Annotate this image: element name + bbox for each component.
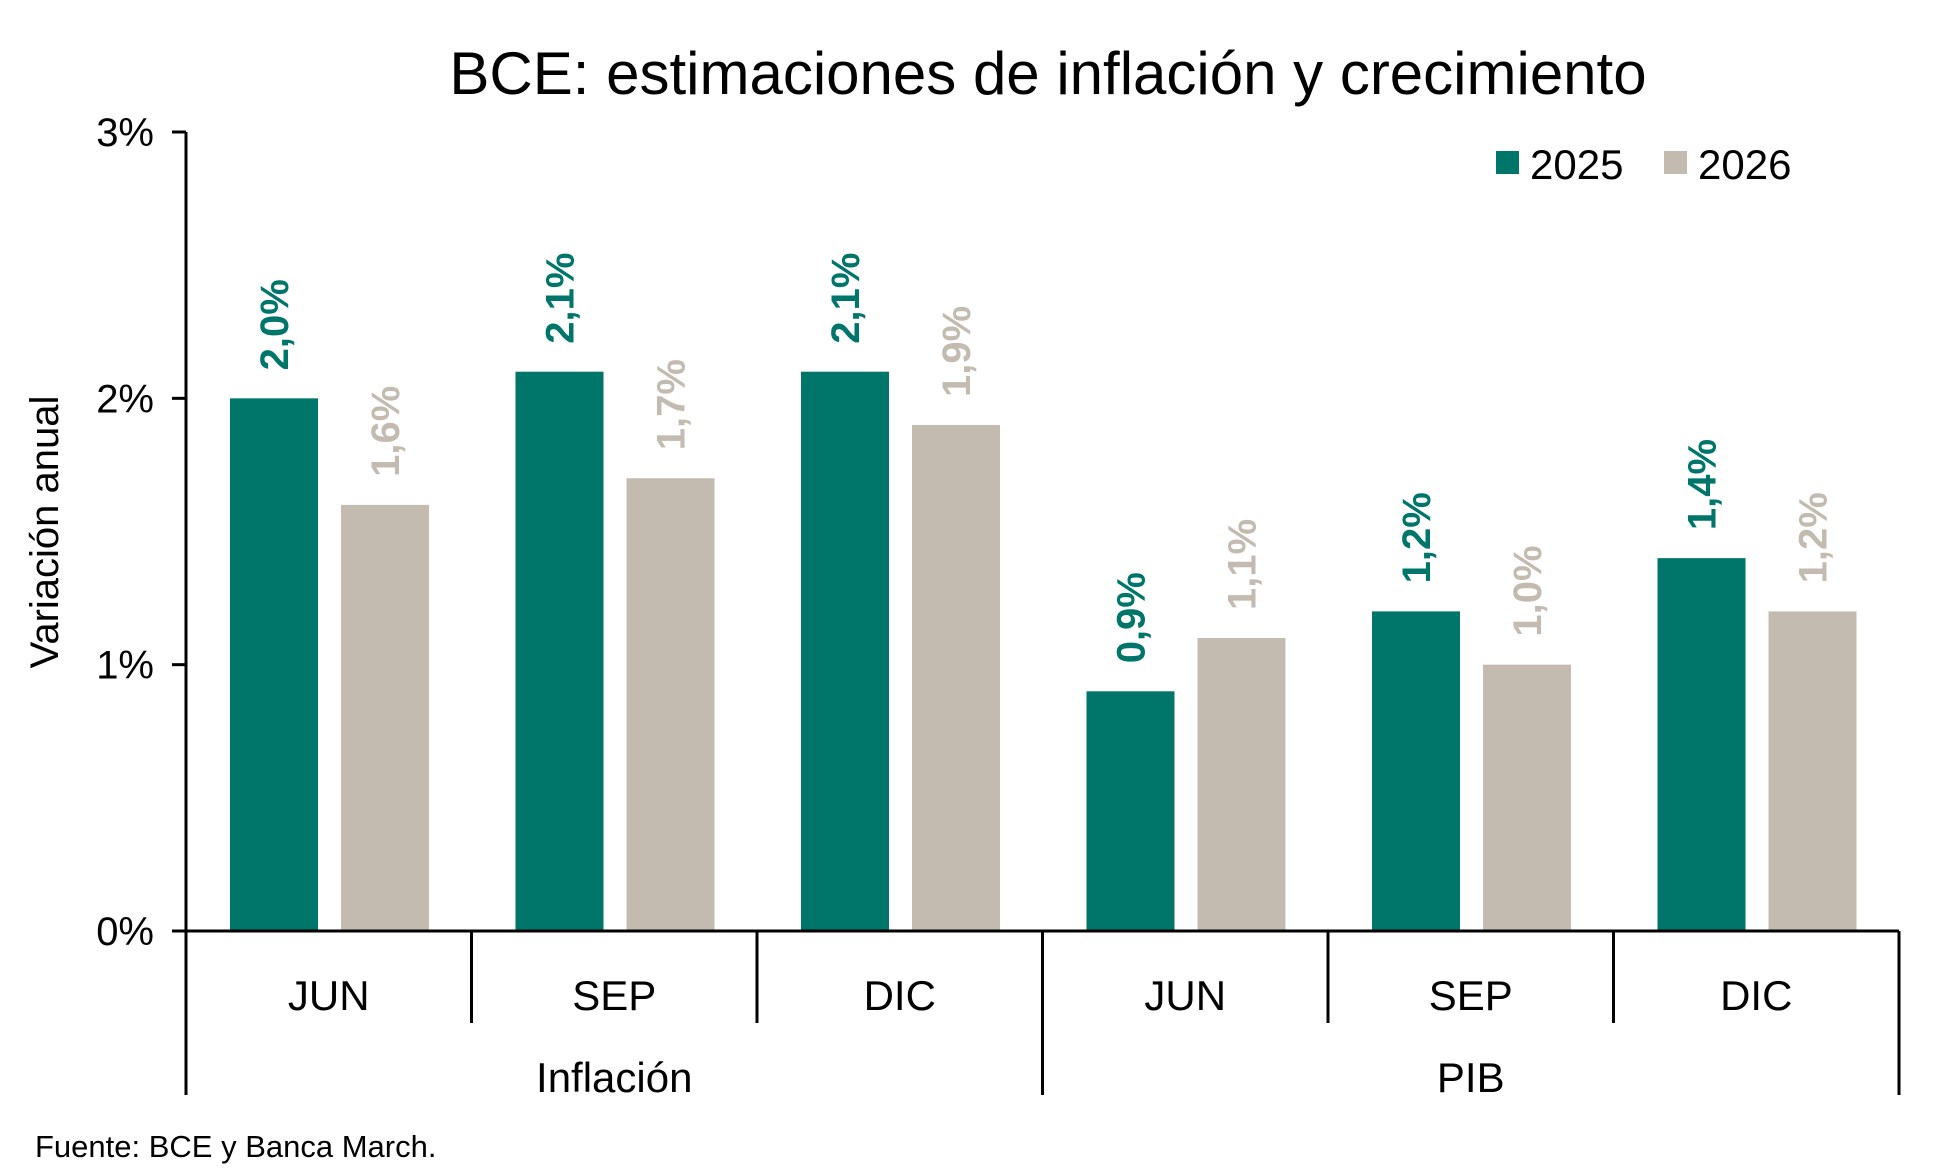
y-axis-title: Variación anual bbox=[23, 396, 67, 669]
bar-2026-sep-1 bbox=[626, 478, 715, 931]
bar-2025-jun-3 bbox=[1086, 691, 1175, 931]
y-tick-label: 0% bbox=[96, 910, 154, 954]
data-label: 1,0% bbox=[1506, 545, 1550, 636]
bar-2026-dic-2 bbox=[912, 424, 1000, 931]
y-tick-label: 2% bbox=[96, 377, 154, 421]
group-label: PIB bbox=[1437, 1054, 1505, 1101]
data-label: 1,1% bbox=[1221, 519, 1265, 610]
bar-2025-sep-4 bbox=[1372, 611, 1460, 931]
bar-2026-sep-4 bbox=[1483, 664, 1571, 931]
data-label: 1,6% bbox=[364, 386, 408, 477]
y-tick-label: 3% bbox=[96, 111, 154, 155]
data-label: 2,1% bbox=[824, 253, 868, 344]
x-axis: JUN SEP DIC JUN SEP DIC Inflación PIB bbox=[172, 929, 1901, 1101]
bar-2026-dic-5 bbox=[1768, 611, 1857, 931]
legend: 2025 2026 bbox=[1496, 141, 1791, 188]
bars bbox=[230, 371, 1857, 931]
bar-2026-jun-3 bbox=[1197, 638, 1286, 931]
legend-swatch-2025 bbox=[1496, 151, 1519, 174]
source-note: Fuente: BCE y Banca March. bbox=[35, 1129, 436, 1164]
bar-2025-sep-1 bbox=[515, 371, 604, 931]
bar-2025-dic-5 bbox=[1657, 558, 1746, 931]
legend-label-2025: 2025 bbox=[1530, 141, 1623, 188]
data-labels: 2,0% 2,1% 2,1% 0,9% 1,2% 1,4% 1,6% 1,7% 1,9% 1,1%… bbox=[253, 253, 1836, 664]
category-label: DIC bbox=[864, 972, 936, 1019]
bar-2025-jun-0 bbox=[230, 398, 318, 931]
data-label: 1,2% bbox=[1792, 492, 1836, 583]
data-label: 2,1% bbox=[539, 253, 583, 344]
category-label: JUN bbox=[288, 972, 370, 1019]
category-label: JUN bbox=[1144, 972, 1226, 1019]
data-label: 1,4% bbox=[1681, 439, 1725, 530]
legend-label-2026: 2026 bbox=[1698, 141, 1791, 188]
data-label: 1,2% bbox=[1395, 492, 1439, 583]
data-label: 2,0% bbox=[253, 279, 297, 370]
category-label: DIC bbox=[1720, 972, 1792, 1019]
y-tick-label: 1% bbox=[96, 644, 154, 688]
category-label: SEP bbox=[1429, 972, 1513, 1019]
legend-swatch-2026 bbox=[1664, 151, 1687, 174]
bar-2026-jun-0 bbox=[341, 504, 429, 931]
chart-title: BCE: estimaciones de inflación y crecimi… bbox=[449, 40, 1646, 107]
category-label: SEP bbox=[572, 972, 656, 1019]
data-label: 0,9% bbox=[1110, 572, 1154, 663]
bar-2025-dic-2 bbox=[801, 371, 889, 931]
y-axis: 0% 1% 2% 3% bbox=[96, 111, 188, 1095]
group-label: Inflación bbox=[536, 1054, 692, 1101]
data-label: 1,9% bbox=[935, 306, 979, 397]
data-label: 1,7% bbox=[650, 359, 694, 450]
